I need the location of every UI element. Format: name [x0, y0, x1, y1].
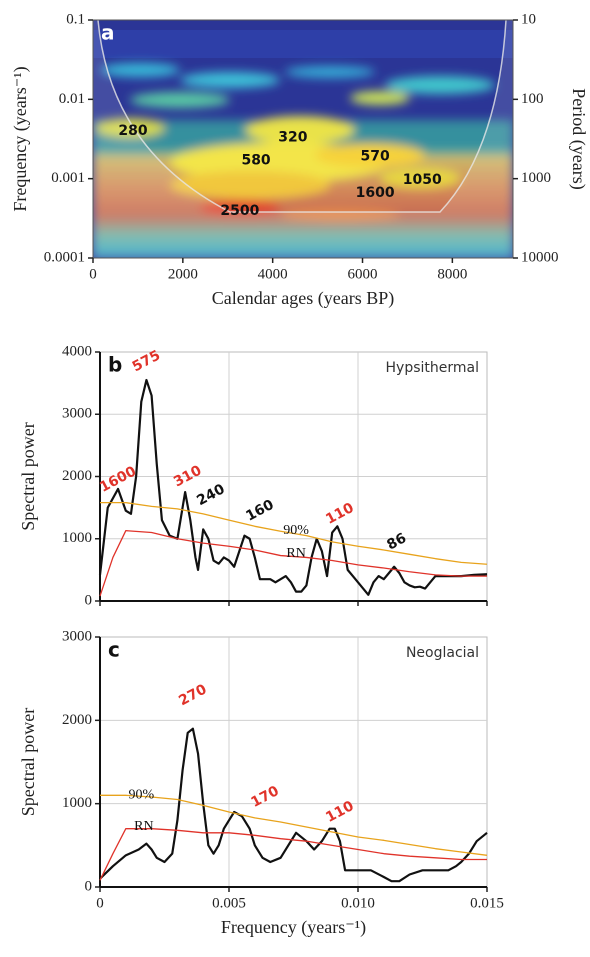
y-tick-label: 0.01	[59, 91, 85, 107]
annotation: 2500	[220, 203, 259, 219]
annotation: 160	[243, 497, 277, 525]
series-line	[99, 828, 487, 881]
x-tick-label: 0.015	[470, 895, 504, 911]
x-tick-label: 2000	[168, 266, 198, 282]
x-tick-label: 0.005	[212, 895, 246, 911]
series-line	[99, 727, 488, 883]
annotation: RN	[134, 819, 153, 834]
series-line	[99, 530, 487, 597]
y-tick-label: 4000	[62, 343, 92, 359]
y-tick-label: 0.001	[51, 170, 85, 186]
y-tick-label: 3000	[62, 406, 92, 422]
y-axis-label: Spectral power	[18, 708, 38, 816]
annotation: 90%	[283, 523, 309, 538]
y-tick-label: 0	[85, 592, 93, 608]
y-tick-label: 0.0001	[44, 249, 85, 265]
panel-label: c	[108, 638, 120, 662]
panel-subtitle: Hypsithermal	[386, 360, 479, 376]
y-tick-label: 2000	[62, 468, 92, 484]
annotation: 1050	[403, 172, 442, 188]
x-tick-label: 6000	[348, 266, 378, 282]
x-tick-label: 4000	[258, 266, 288, 282]
x-tick-label: 0	[89, 266, 97, 282]
series-line	[98, 378, 488, 596]
annotation: 580	[241, 152, 270, 168]
annotation: 310	[171, 462, 205, 490]
annotation: 570	[360, 149, 389, 165]
annotation: 90%	[128, 788, 154, 803]
panel-label: a	[101, 21, 115, 45]
y-tick-label: 2000	[62, 712, 92, 728]
x-axis-label: Frequency (years⁻¹)	[221, 917, 366, 938]
y-axis-label: Spectral power	[18, 422, 38, 530]
x-tick-label: 0.010	[341, 895, 375, 911]
y-tick-label: 0.1	[66, 11, 85, 27]
plot-frame	[99, 636, 488, 888]
annotation: 110	[323, 500, 357, 528]
x-tick-label: 8000	[437, 266, 467, 282]
annotation: 240	[194, 481, 228, 509]
panel-label: b	[108, 353, 122, 377]
y2-tick-label: 10	[521, 11, 536, 27]
panel-subtitle: Neoglacial	[406, 645, 479, 661]
x-axis-label: Calendar ages (years BP)	[212, 288, 394, 309]
series-line	[100, 794, 488, 856]
x-tick-label: 0	[96, 895, 104, 911]
y-tick-label: 0	[85, 878, 93, 894]
y2-tick-label: 100	[521, 91, 544, 107]
annotation: 110	[323, 798, 357, 826]
y-tick-label: 1000	[62, 795, 92, 811]
y2-tick-label: 10000	[521, 249, 559, 265]
plot-frame	[92, 19, 514, 259]
wavelet-power	[93, 20, 513, 258]
y-tick-label: 1000	[62, 530, 92, 546]
annotation: RN	[286, 546, 305, 561]
y-tick-label: 3000	[62, 628, 92, 644]
annotation: 270	[176, 681, 210, 709]
annotation: 86	[384, 530, 409, 553]
annotation: 170	[248, 783, 282, 811]
y2-axis-label: Period (years)	[568, 88, 589, 189]
annotation: 320	[278, 130, 307, 146]
y2-tick-label: 1000	[521, 170, 551, 186]
annotation: 1600	[356, 185, 395, 201]
series-line	[100, 501, 488, 565]
y-axis-label: Frequency (years⁻¹)	[10, 66, 31, 211]
annotation: 280	[118, 123, 147, 139]
